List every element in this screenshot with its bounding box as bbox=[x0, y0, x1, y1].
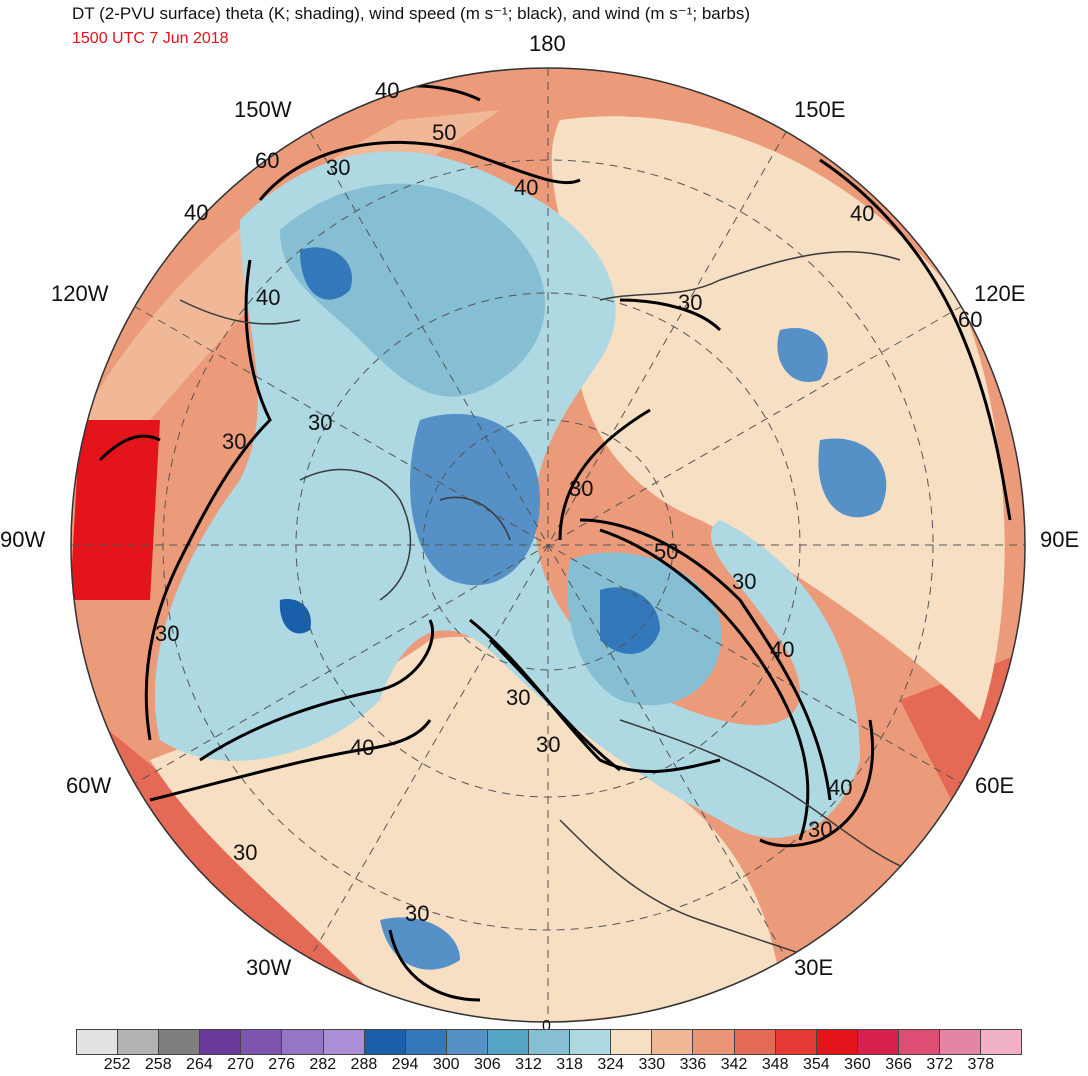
colorbar-tick-label: 270 bbox=[227, 1056, 254, 1073]
colorbar-box bbox=[898, 1030, 940, 1054]
colorbar-tick-label: 378 bbox=[967, 1056, 995, 1073]
colorbar-tick-label: 312 bbox=[515, 1056, 542, 1073]
contour-label: 60 bbox=[255, 148, 279, 173]
colorbar-tick-label: 282 bbox=[309, 1056, 337, 1073]
colorbar-box bbox=[446, 1030, 488, 1054]
colorbar-box bbox=[981, 1030, 1022, 1054]
colorbar-tick-label: 372 bbox=[926, 1056, 954, 1073]
contour-label: 60 bbox=[958, 307, 982, 332]
colorbar-tick-label: 300 bbox=[432, 1056, 460, 1073]
longitude-label: 180 bbox=[529, 31, 566, 56]
contour-label: 40 bbox=[350, 735, 374, 760]
contour-label: 40 bbox=[514, 175, 538, 200]
theta-shading bbox=[71, 68, 1025, 1022]
contour-label: 30 bbox=[308, 410, 332, 435]
colorbar-tick-label: 288 bbox=[350, 1056, 378, 1073]
colorbar-tick-label: 294 bbox=[391, 1056, 419, 1073]
colorbar-tick-label: 318 bbox=[556, 1056, 583, 1073]
contour-label: 30 bbox=[569, 476, 593, 501]
colorbar-box bbox=[241, 1030, 283, 1054]
contour-label: 30 bbox=[732, 569, 756, 594]
colorbar bbox=[76, 1029, 1022, 1055]
contour-label: 30 bbox=[678, 290, 702, 315]
colorbar-box bbox=[118, 1030, 160, 1054]
contour-label: 40 bbox=[375, 78, 399, 103]
contour-label: 40 bbox=[828, 775, 852, 800]
valid-time: 1500 UTC 7 Jun 2018 bbox=[72, 30, 229, 47]
contour-label: 40 bbox=[256, 285, 280, 310]
longitude-label: 90W bbox=[0, 527, 46, 552]
longitude-label: 60E bbox=[975, 773, 1015, 798]
colorbar-box bbox=[570, 1030, 612, 1054]
colorbar-box bbox=[282, 1030, 324, 1054]
contour-label: 40 bbox=[184, 200, 208, 225]
longitude-label: 60W bbox=[66, 773, 112, 798]
longitude-label: 0 bbox=[542, 1018, 551, 1035]
longitude-label: 150W bbox=[234, 97, 292, 122]
colorbar-tick-label: 306 bbox=[473, 1056, 501, 1073]
colorbar-tick-label: 348 bbox=[761, 1056, 789, 1073]
colorbar-box bbox=[77, 1030, 119, 1054]
contour-label: 30 bbox=[326, 155, 350, 180]
contour-label: 50 bbox=[654, 539, 678, 564]
colorbar-box bbox=[323, 1030, 365, 1054]
colorbar-box bbox=[693, 1030, 735, 1054]
contour-label: 40 bbox=[850, 201, 874, 226]
colorbar-box bbox=[159, 1030, 201, 1054]
longitude-label: 30W bbox=[246, 955, 292, 980]
colorbar-tick-label: 336 bbox=[679, 1056, 707, 1073]
colorbar-tick-label: 330 bbox=[638, 1056, 666, 1073]
contour-label: 30 bbox=[233, 840, 257, 865]
colorbar-ticks: 252 258 264 270 276 282 288 294 300 306 312 318 324 3… bbox=[76, 1056, 1022, 1074]
colorbar-box bbox=[611, 1030, 653, 1054]
colorbar-box bbox=[364, 1030, 406, 1054]
colorbar-tick-label: 258 bbox=[144, 1056, 172, 1073]
colorbar-tick-label: 366 bbox=[885, 1056, 912, 1073]
colorbar-box bbox=[939, 1030, 982, 1054]
contour-label: 30 bbox=[155, 621, 179, 646]
contour-label: 30 bbox=[222, 429, 246, 454]
colorbar-box bbox=[816, 1030, 858, 1054]
contour-label: 30 bbox=[405, 901, 429, 926]
contour-label: 30 bbox=[808, 817, 832, 842]
longitude-label: 120W bbox=[51, 281, 109, 306]
colorbar-box bbox=[775, 1030, 817, 1054]
longitude-label: 30E bbox=[794, 955, 834, 980]
contour-label: 30 bbox=[506, 685, 530, 710]
longitude-label: 90E bbox=[1040, 527, 1080, 552]
colorbar-box bbox=[734, 1030, 776, 1054]
colorbar-tick-label: 354 bbox=[802, 1056, 830, 1073]
contour-label: 40 bbox=[770, 637, 794, 662]
colorbar-box bbox=[652, 1030, 694, 1054]
colorbar-box bbox=[487, 1030, 530, 1054]
colorbar-tick-label: 360 bbox=[844, 1056, 871, 1073]
colorbar-tick-label: 276 bbox=[268, 1056, 295, 1073]
colorbar-tick-label: 324 bbox=[597, 1056, 625, 1073]
longitude-label: 150E bbox=[794, 97, 846, 122]
contour-label: 50 bbox=[432, 120, 456, 145]
colorbar-box bbox=[405, 1030, 447, 1054]
colorbar-tick-label: 264 bbox=[186, 1056, 213, 1073]
colorbar-tick-label: 252 bbox=[103, 1056, 131, 1073]
longitude-label: 120E bbox=[974, 281, 1026, 306]
colorbar-tick-label: 342 bbox=[720, 1056, 748, 1073]
contour-label: 30 bbox=[536, 732, 560, 757]
colorbar-box bbox=[200, 1030, 242, 1054]
map-title: DT (2-PVU surface) theta (K; shading), w… bbox=[72, 4, 751, 23]
map-boundary bbox=[70, 67, 1026, 1023]
colorbar-box bbox=[529, 1030, 571, 1054]
colorbar-box bbox=[857, 1030, 899, 1054]
